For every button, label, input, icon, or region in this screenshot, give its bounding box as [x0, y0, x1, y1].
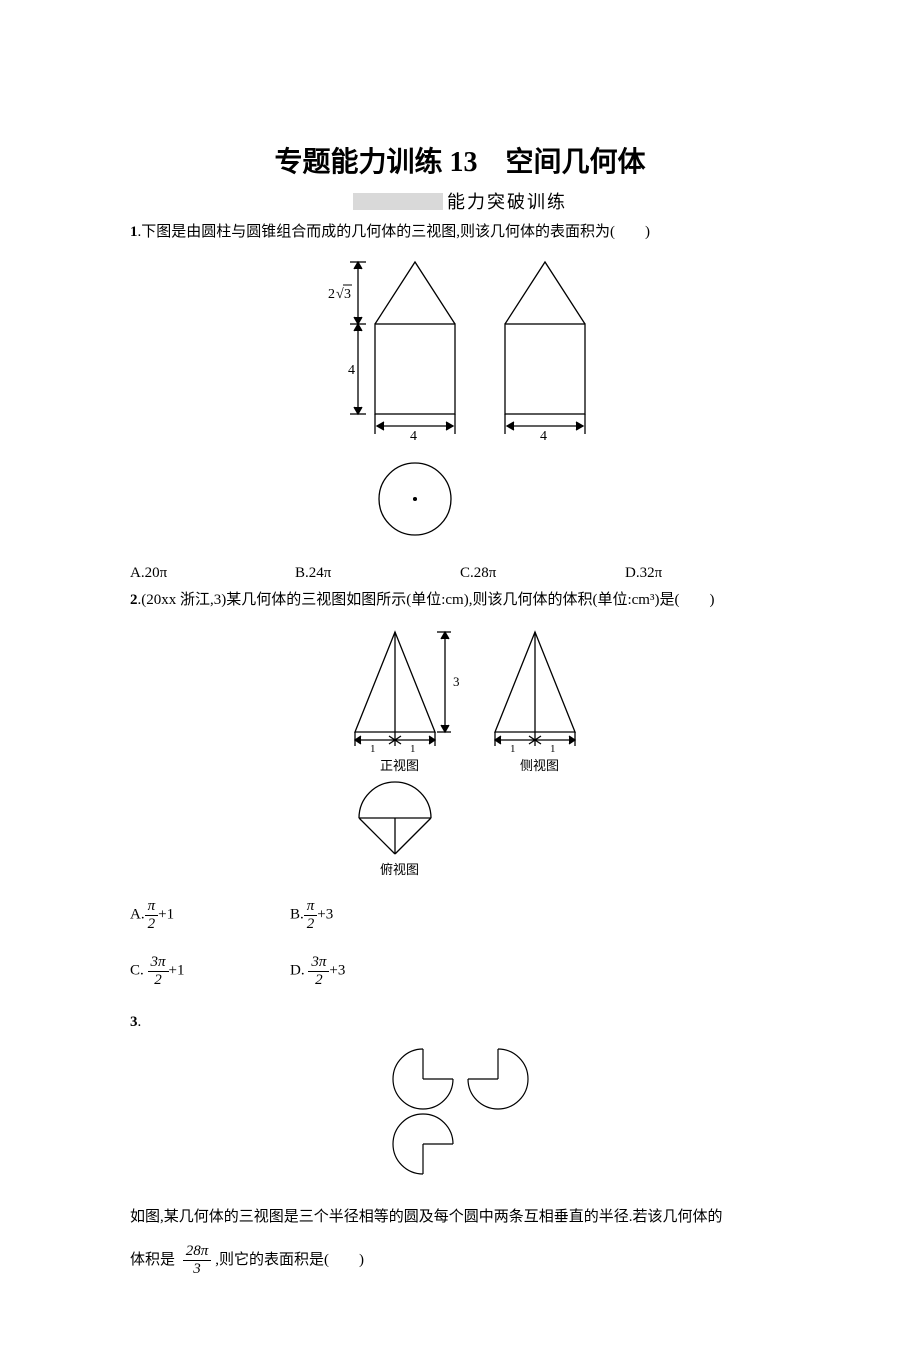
q2-d-den: 2: [308, 972, 329, 989]
q2-c-num: 3π: [148, 954, 169, 972]
q1-opt-c: C.28π: [460, 565, 625, 582]
question-3-number: 3.: [130, 1010, 790, 1034]
q3-body2-suffix: ,则它的表面积是( ): [215, 1252, 364, 1268]
q2-a-tail: +1: [158, 907, 174, 923]
q2-opt-a: A.π2+1: [130, 898, 290, 932]
q2-options-row2: C. 3π2+1 D. 3π2+3: [130, 954, 790, 988]
q2-dim-h: 3: [453, 674, 460, 689]
q2-opt-b: B.π2+3: [290, 898, 450, 932]
q2-b-num: π: [304, 898, 318, 916]
q2-options-row1: A.π2+1 B.π2+3: [130, 898, 790, 932]
subtitle-row: 能力突破训练: [130, 188, 790, 214]
q3-frac-num: 28π: [183, 1243, 212, 1261]
q2-b-tail: +3: [317, 907, 333, 923]
q2-dim-1a: 1: [370, 743, 376, 755]
q1-body: 下图是由圆柱与圆锥组合而成的几何体的三视图,则该几何体的表面积为( ): [141, 224, 650, 240]
q1-number: 1: [130, 224, 138, 240]
q2-label-side: 侧视图: [520, 758, 559, 773]
q2-label-top: 俯视图: [380, 862, 419, 877]
q2-d-tail: +3: [329, 963, 345, 979]
q2-dim-1d: 1: [550, 743, 556, 755]
subtitle-bar: [353, 193, 443, 210]
q2-dim-1c: 1: [510, 743, 516, 755]
q1-opt-b: B.24π: [295, 565, 460, 582]
subtitle-text: 能力突破训练: [447, 192, 567, 212]
q2-b-den: 2: [304, 916, 318, 933]
page-title: 专题能力训练 13 空间几何体: [130, 140, 790, 180]
question-1-text: 1.下图是由圆柱与圆锥组合而成的几何体的三视图,则该几何体的表面积为( ): [130, 220, 790, 244]
q2-c-den: 2: [148, 972, 169, 989]
q2-d-num: 3π: [308, 954, 329, 972]
q2-a-num: π: [145, 898, 159, 916]
q3-body1: 如图,某几何体的三视图是三个半径相等的圆及每个圆中两条互相垂直的半径.若该几何体…: [130, 1209, 723, 1225]
q1-dim-width-left: 4: [410, 429, 417, 444]
q2-number: 2: [130, 592, 138, 608]
q1-options: A.20π B.24π C.28π D.32π: [130, 565, 790, 582]
q3-figure: [130, 1044, 790, 1189]
q2-label-front: 正视图: [380, 758, 419, 773]
question-3-text2: 体积是 28π3,则它的表面积是( ): [130, 1243, 790, 1277]
q2-body: (20xx 浙江,3)某几何体的三视图如图所示(单位:cm),则该几何体的体积(…: [141, 592, 714, 608]
q3-frac-den: 3: [183, 1261, 212, 1278]
q1-opt-a: A.20π: [130, 565, 295, 582]
q2-opt-c: C. 3π2+1: [130, 954, 290, 988]
q2-dim-1b: 1: [410, 743, 416, 755]
q2-figure: 1 1 3 正视图 1 1 侧视图: [130, 622, 790, 882]
q2-c-tail: +1: [169, 963, 185, 979]
q2-opt-d: D. 3π2+3: [290, 954, 450, 988]
q1-dim-cyl-h: 4: [348, 363, 355, 378]
svg-text:√: √: [336, 287, 344, 302]
svg-text:2: 2: [328, 287, 335, 302]
question-2-text: 2.(20xx 浙江,3)某几何体的三视图如图所示(单位:cm),则该几何体的体…: [130, 588, 790, 612]
q1-figure: 2 √ 3 4 4 4: [130, 254, 790, 549]
q3-prefix: .: [138, 1014, 142, 1030]
question-3-text1: 如图,某几何体的三视图是三个半径相等的圆及每个圆中两条互相垂直的半径.若该几何体…: [130, 1205, 790, 1229]
q1-dim-cone-h-3: 3: [344, 287, 351, 302]
q3-body2-prefix: 体积是: [130, 1252, 175, 1268]
q3-number: 3: [130, 1014, 138, 1030]
q2-a-den: 2: [145, 916, 159, 933]
q1-dim-width-right: 4: [540, 429, 547, 444]
q1-opt-d: D.32π: [625, 565, 790, 582]
